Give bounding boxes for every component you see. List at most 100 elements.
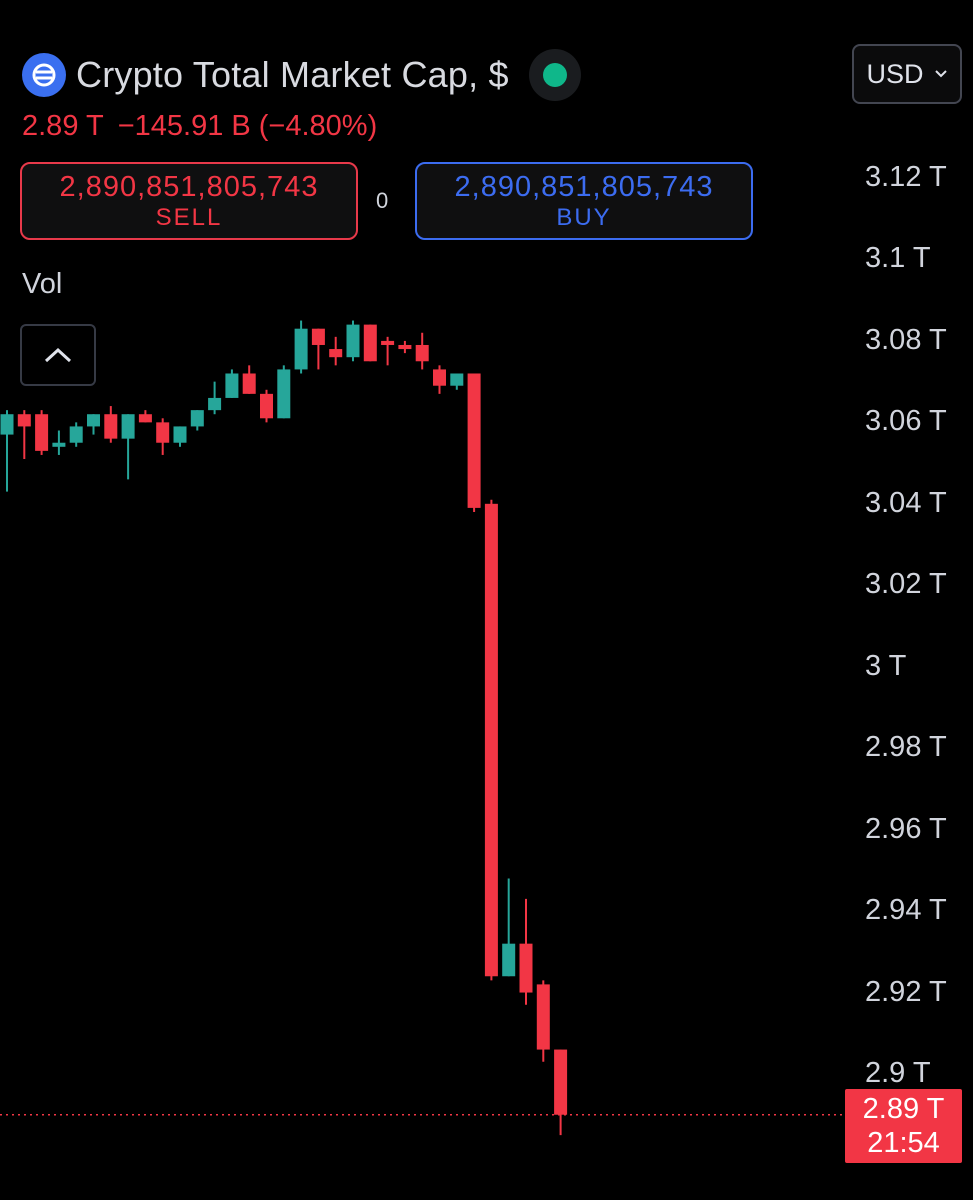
candle[interactable] bbox=[0, 410, 14, 492]
buy-label: BUY bbox=[556, 204, 612, 231]
last-price-tag-value: 2.89 T bbox=[862, 1093, 945, 1125]
candlestick-chart[interactable] bbox=[0, 0, 845, 1200]
candle-body bbox=[346, 324, 360, 358]
last-price: 2.89 T bbox=[22, 110, 104, 142]
candle[interactable] bbox=[554, 1049, 568, 1136]
candle[interactable] bbox=[17, 410, 31, 460]
buy-button[interactable]: 2,890,851,805,743 BUY bbox=[415, 162, 753, 240]
candle-body bbox=[415, 344, 429, 362]
candle-body bbox=[502, 943, 516, 977]
candle[interactable] bbox=[502, 878, 516, 977]
price-change: −145.91 B bbox=[117, 110, 251, 142]
candle[interactable] bbox=[242, 365, 256, 394]
candle[interactable] bbox=[87, 414, 100, 435]
symbol-title[interactable]: Crypto Total Market Cap, $ bbox=[76, 54, 509, 95]
candle[interactable] bbox=[346, 320, 360, 362]
candle-body bbox=[398, 344, 412, 350]
sell-button[interactable]: 2,890,851,805,743 SELL bbox=[20, 162, 358, 240]
sell-price: 2,890,851,805,743 bbox=[59, 171, 319, 203]
candle-body bbox=[467, 373, 481, 508]
candle-body bbox=[484, 503, 498, 977]
candle-body bbox=[173, 426, 187, 443]
candle[interactable] bbox=[104, 406, 118, 443]
candle-body bbox=[329, 349, 343, 358]
candle[interactable] bbox=[138, 410, 152, 423]
crypto-market-cap-logo-icon bbox=[22, 53, 66, 97]
symbol-header: Crypto Total Market Cap, $ bbox=[22, 49, 581, 101]
currency-value: USD bbox=[866, 58, 924, 89]
candle-body bbox=[536, 984, 550, 1050]
candle[interactable] bbox=[433, 365, 446, 394]
candle-body bbox=[260, 393, 273, 419]
bar-countdown: 21:54 bbox=[867, 1127, 940, 1159]
candle[interactable] bbox=[363, 324, 377, 362]
candle-body bbox=[311, 328, 325, 345]
candle-body bbox=[104, 414, 118, 439]
candle-body bbox=[190, 410, 204, 427]
candle-body bbox=[87, 414, 100, 427]
candle-body bbox=[433, 369, 446, 386]
market-status-indicator[interactable] bbox=[528, 49, 581, 101]
price-axis-tick: 3 T bbox=[865, 649, 907, 682]
candle[interactable] bbox=[52, 430, 66, 455]
candle-body bbox=[17, 414, 31, 427]
candle[interactable] bbox=[467, 373, 481, 512]
candle-body bbox=[52, 442, 66, 447]
price-axis-tick: 3.12 T bbox=[865, 161, 947, 193]
sell-label: SELL bbox=[155, 204, 223, 231]
price-axis-tick: 3.02 T bbox=[865, 568, 947, 601]
candle-body bbox=[69, 426, 83, 443]
candle[interactable] bbox=[69, 422, 83, 447]
candle-body bbox=[156, 422, 170, 443]
chevron-up-icon bbox=[44, 347, 72, 363]
candle[interactable] bbox=[156, 418, 170, 455]
candle-body bbox=[225, 373, 239, 398]
candle-body bbox=[519, 943, 533, 993]
candle[interactable] bbox=[35, 410, 49, 455]
candle-body bbox=[208, 397, 222, 411]
candle-body bbox=[35, 414, 49, 451]
market-open-dot-icon bbox=[542, 63, 567, 87]
candle[interactable] bbox=[260, 389, 273, 423]
candle-body bbox=[381, 340, 395, 345]
price-summary: 2.89 T −145.91 B (−4.80%) bbox=[22, 110, 391, 143]
price-change-percent: (−4.80%) bbox=[258, 110, 378, 142]
price-axis-tick: 3.04 T bbox=[865, 486, 947, 519]
price-axis-tick: 2.92 T bbox=[865, 975, 947, 1008]
candle-body bbox=[363, 324, 377, 362]
price-axis-tick: 2.98 T bbox=[865, 731, 947, 764]
candle[interactable] bbox=[311, 328, 325, 370]
chevron-down-icon bbox=[934, 70, 947, 78]
candle[interactable] bbox=[208, 381, 222, 415]
candle-body bbox=[294, 328, 308, 370]
candle[interactable] bbox=[277, 365, 291, 419]
candle-body bbox=[138, 414, 152, 423]
currency-select[interactable]: USD bbox=[852, 44, 962, 104]
candle[interactable] bbox=[225, 369, 239, 398]
price-axis-tick: 3.1 T bbox=[865, 242, 931, 275]
candle[interactable] bbox=[294, 320, 308, 374]
price-axis-tick: 2.96 T bbox=[865, 812, 947, 845]
candle-body bbox=[242, 373, 256, 394]
candle[interactable] bbox=[381, 336, 395, 366]
candle[interactable] bbox=[121, 414, 135, 480]
price-axis-tick: 3.06 T bbox=[865, 405, 947, 438]
candle[interactable] bbox=[329, 336, 343, 366]
spread-value: 0 bbox=[376, 188, 389, 213]
candle[interactable] bbox=[450, 373, 464, 390]
candle[interactable] bbox=[173, 426, 187, 447]
collapse-indicators-button[interactable] bbox=[20, 324, 96, 386]
candle[interactable] bbox=[536, 980, 550, 1062]
candle[interactable] bbox=[484, 499, 498, 981]
candle[interactable] bbox=[398, 340, 412, 354]
candle-body bbox=[0, 414, 14, 435]
buy-price: 2,890,851,805,743 bbox=[454, 171, 714, 203]
candle-body bbox=[121, 414, 135, 439]
volume-indicator-label[interactable]: Vol bbox=[22, 268, 63, 300]
candle-body bbox=[277, 369, 291, 419]
candle-body bbox=[450, 373, 464, 386]
candle[interactable] bbox=[415, 332, 429, 370]
candle[interactable] bbox=[190, 410, 204, 431]
candle[interactable] bbox=[519, 898, 533, 1005]
